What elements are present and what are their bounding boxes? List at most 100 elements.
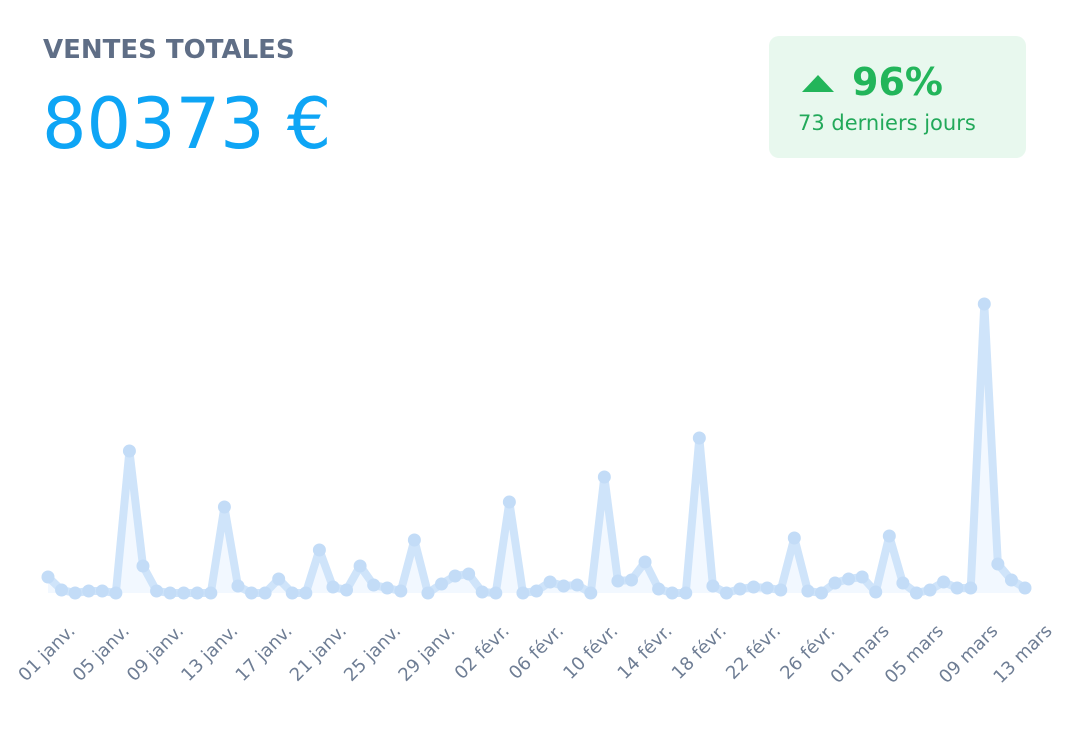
point: [882, 529, 896, 543]
point: [272, 572, 286, 586]
total-sales: 80373 €: [42, 83, 331, 165]
point: [977, 297, 991, 311]
point: [421, 586, 435, 600]
change-badge: [769, 36, 1026, 158]
point: [611, 574, 625, 588]
x-tick-label: 13 mars: [989, 621, 1056, 688]
point: [448, 569, 462, 583]
x-tick-label: 09 mars: [935, 621, 1002, 688]
point: [245, 586, 259, 600]
sales-line: [45, 300, 1028, 597]
point: [923, 583, 937, 597]
point: [190, 586, 204, 600]
point: [543, 575, 557, 589]
x-tick-label: 18 févr.: [668, 621, 731, 684]
point: [217, 500, 231, 514]
point: [407, 533, 421, 547]
point: [991, 557, 1005, 571]
point: [353, 559, 367, 573]
point: [312, 543, 326, 557]
point: [394, 584, 408, 598]
point: [909, 586, 923, 600]
point: [204, 586, 218, 600]
point: [380, 581, 394, 595]
point: [258, 586, 272, 600]
point: [733, 582, 747, 596]
change-period: 73 derniers jours: [798, 111, 976, 135]
point: [706, 579, 720, 593]
point: [855, 570, 869, 584]
point: [109, 586, 123, 600]
point: [624, 573, 638, 587]
point: [231, 579, 245, 593]
point: [177, 586, 191, 600]
x-tick-label: 13 janv.: [177, 621, 242, 686]
area: [48, 304, 1025, 593]
point: [516, 586, 530, 600]
point: [136, 559, 150, 573]
point: [68, 586, 82, 600]
x-tick-label: 25 janv.: [340, 621, 405, 686]
point: [340, 583, 354, 597]
point: [122, 444, 136, 458]
point: [502, 495, 516, 509]
point: [326, 580, 340, 594]
point: [41, 570, 55, 584]
point: [787, 531, 801, 545]
x-tick-label: 05 mars: [881, 621, 948, 688]
point: [570, 578, 584, 592]
point: [489, 586, 503, 600]
point: [679, 586, 693, 600]
point: [163, 586, 177, 600]
point: [842, 572, 856, 586]
x-tick-label: 14 févr.: [614, 621, 677, 684]
x-tick-label: 10 févr.: [559, 621, 622, 684]
point: [774, 583, 788, 597]
x-tick-label: 22 févr.: [722, 621, 785, 684]
point: [475, 585, 489, 599]
point: [828, 576, 842, 590]
point: [1018, 581, 1032, 595]
point: [597, 470, 611, 484]
x-tick-label: 09 janv.: [123, 621, 188, 686]
point: [760, 581, 774, 595]
x-tick-label: 05 janv.: [69, 621, 134, 686]
point: [82, 584, 96, 598]
point: [801, 584, 815, 598]
point: [1004, 573, 1018, 587]
point: [937, 575, 951, 589]
point: [665, 586, 679, 600]
point: [367, 578, 381, 592]
point: [285, 586, 299, 600]
point: [55, 583, 69, 597]
point: [150, 584, 164, 598]
x-tick-label: 01 mars: [827, 621, 894, 688]
x-tick-label: 29 janv.: [394, 621, 459, 686]
point: [964, 581, 978, 595]
x-tick-label: 17 janv.: [232, 621, 297, 686]
point: [747, 580, 761, 594]
point: [692, 431, 706, 445]
point: [557, 579, 571, 593]
x-tick-label: 06 févr.: [505, 621, 568, 684]
point: [462, 567, 476, 581]
widget-title: VENTES TOTALES: [43, 35, 295, 65]
point: [638, 555, 652, 569]
point: [95, 584, 109, 598]
point: [896, 576, 910, 590]
point: [814, 586, 828, 600]
x-tick-label: 01 janv.: [14, 621, 79, 686]
point: [530, 584, 543, 598]
up-arrow: [802, 75, 834, 92]
point: [652, 582, 666, 596]
point: [719, 586, 733, 600]
point: [869, 585, 883, 599]
change-value: 96%: [852, 60, 943, 104]
plot: 01 janv.05 janv.09 janv.13 janv.17 janv.…: [14, 297, 1057, 688]
x-tick-label: 21 janv.: [286, 621, 351, 686]
point: [584, 586, 598, 600]
point: [950, 581, 964, 595]
x-tick-label: 02 févr.: [451, 621, 514, 684]
point: [299, 586, 313, 600]
